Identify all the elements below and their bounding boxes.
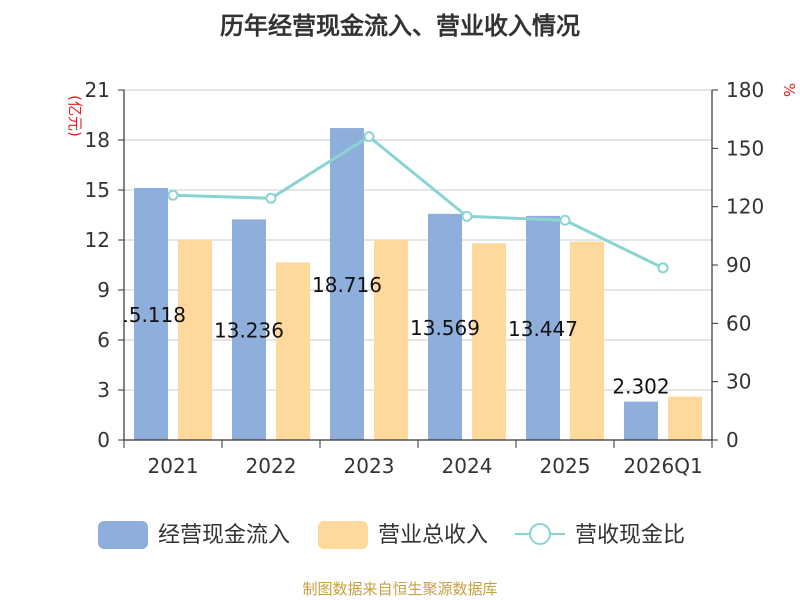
legend-item-0: 经营现金流入: [158, 523, 290, 548]
left-axis-unit: (亿元): [66, 95, 84, 137]
source-note: 制图数据来自恒生聚源数据库: [302, 580, 497, 598]
gridlines: [124, 89, 712, 391]
legend-item-1: 营业总收入: [378, 523, 488, 548]
legend-circle-icon: [529, 523, 551, 545]
axes: 0 3 6 9 12 15 18 21 0 30 60 90 120 150 180 (亿元)% 2021 202…: [66, 78, 798, 478]
legend-swatch: [98, 521, 148, 549]
right-tick-label: 120: [726, 195, 764, 219]
ratio-point-2023: [363, 131, 375, 143]
data-label: 15.118: [116, 303, 186, 327]
data-labels: 15.118 13.236 18.716 13.569 13.447 2.302: [116, 273, 670, 399]
legend-item-2: 营收现金比: [575, 523, 685, 548]
ratio-point-2025: [559, 214, 571, 226]
data-label: 2.302: [612, 375, 669, 399]
left-tick-label: 15: [85, 178, 110, 202]
ratio-point-2021: [167, 189, 179, 201]
data-label: 13.569: [410, 316, 480, 340]
chart-title: 历年经营现金流入、营业收入情况: [220, 12, 580, 40]
bar-2022: [232, 219, 266, 440]
data-label: 13.236: [214, 319, 284, 343]
left-tick-label: 21: [85, 78, 110, 102]
x-tick-label: 2025: [540, 454, 591, 478]
left-tick-label: 9: [97, 278, 110, 302]
x-tick-label: 2026Q1: [623, 454, 702, 478]
x-tick-label: 2023: [344, 454, 395, 478]
x-tick-label: 2024: [442, 454, 493, 478]
bar-2023: [330, 128, 364, 441]
ratio-point-2024: [461, 210, 473, 222]
bar-2024: [472, 243, 506, 440]
bar-2026Q1: [624, 401, 658, 440]
ratio-line: [167, 131, 669, 274]
bar-2024: [428, 213, 462, 440]
bar-2021: [134, 188, 168, 440]
bars: [134, 128, 702, 441]
ratio-point-2026Q1: [657, 262, 669, 274]
bar-2025: [570, 241, 604, 440]
data-label: 18.716: [312, 273, 382, 297]
right-tick-label: 60: [726, 311, 751, 335]
right-tick-label: 180: [726, 78, 764, 102]
left-tick-label: 3: [97, 378, 110, 402]
bar-2025: [526, 215, 560, 440]
right-axis-unit: %: [780, 83, 798, 97]
bar-2026Q1: [668, 396, 702, 440]
data-label: 13.447: [508, 317, 578, 341]
left-tick-label: 18: [85, 128, 110, 152]
left-tick-label: 12: [85, 228, 110, 252]
ratio-line-path: [172, 134, 664, 270]
bar-2023: [374, 240, 408, 440]
ratio-point-2022: [265, 192, 277, 204]
right-tick-label: 30: [726, 370, 751, 394]
x-tick-label: 2022: [246, 454, 297, 478]
right-tick-label: 150: [726, 136, 764, 160]
right-tick-label: 90: [726, 253, 751, 277]
legend-swatch: [318, 521, 368, 549]
legend: 经营现金流入 营业总收入 营收现金比: [98, 521, 685, 549]
left-tick-label: 0: [97, 428, 110, 452]
bar-2021: [178, 240, 212, 440]
x-tick-label: 2021: [148, 454, 199, 478]
left-tick-label: 6: [97, 328, 110, 352]
right-tick-label: 0: [726, 428, 739, 452]
bar-2022: [276, 262, 310, 440]
